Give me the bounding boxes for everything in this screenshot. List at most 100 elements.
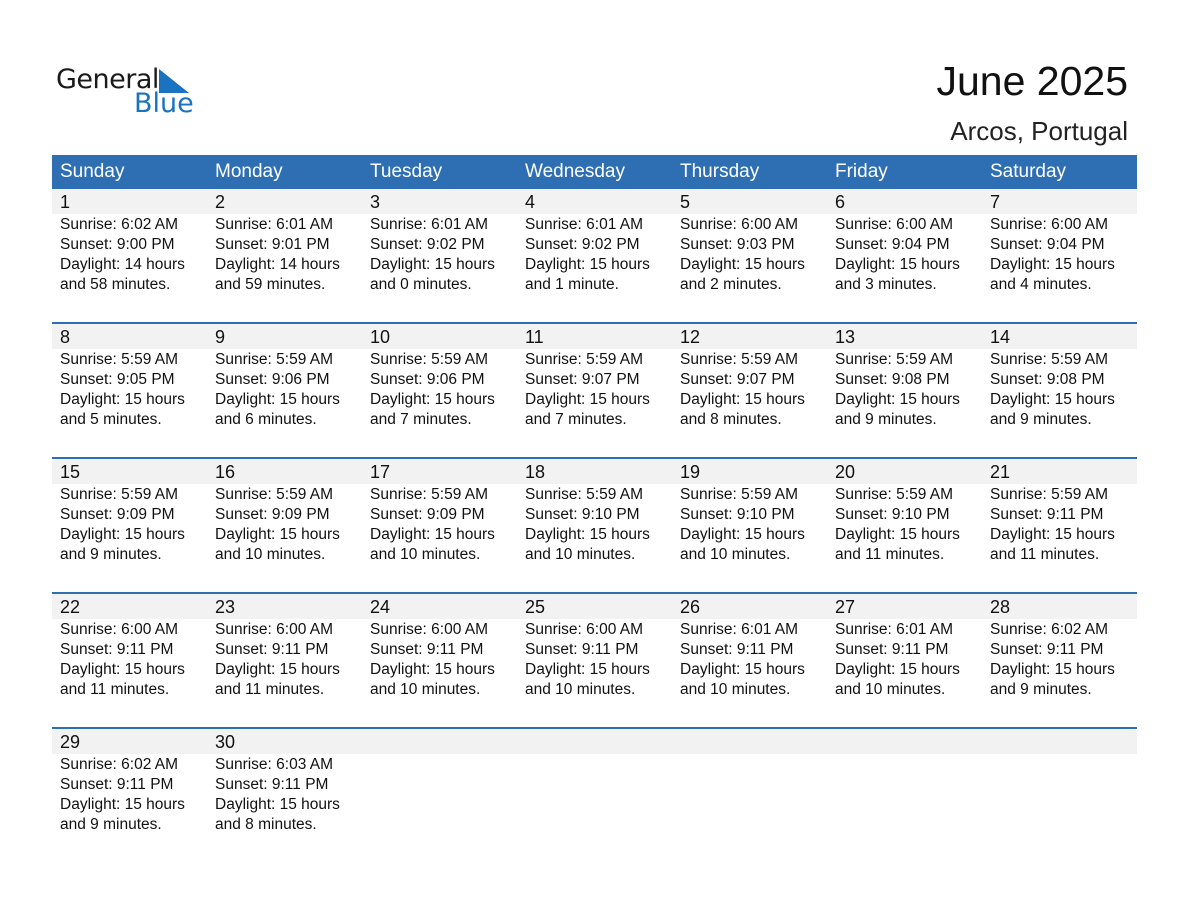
day-number: 2 — [215, 192, 226, 212]
sunset-text: Sunset: 9:11 PM — [215, 776, 329, 793]
day-number-band — [52, 459, 1137, 484]
daylight-text: Daylight: 15 hours — [370, 391, 495, 408]
daylight-text: Daylight: 15 hours — [525, 256, 650, 273]
daylight-text: Daylight: 15 hours — [680, 256, 805, 273]
sunrise-text: Sunrise: 5:59 AM — [370, 486, 489, 503]
sunset-text: Sunset: 9:10 PM — [835, 506, 950, 523]
weekday-sunday: Sunday — [60, 161, 125, 182]
daylight-text: Daylight: 14 hours — [60, 256, 185, 273]
sunrise-text: Sunrise: 6:00 AM — [60, 621, 179, 638]
day-cell: 12 Sunrise: 5:59 AM Sunset: 9:07 PM Dayligh… — [672, 324, 827, 459]
day-cell: 5 Sunrise: 6:00 AM Sunset: 9:03 PM Daylight… — [672, 189, 827, 324]
day-number: 23 — [215, 597, 236, 617]
minutes-text: and 8 minutes. — [215, 816, 317, 833]
day-cell: 25 Sunrise: 6:00 AM Sunset: 9:11 PM Dayligh… — [517, 594, 672, 729]
sunrise-text: Sunrise: 6:00 AM — [835, 216, 954, 233]
sunset-text: Sunset: 9:11 PM — [60, 776, 174, 793]
sunset-text: Sunset: 9:02 PM — [525, 236, 640, 253]
day-number: 21 — [990, 462, 1011, 482]
sunrise-text: Sunrise: 6:01 AM — [680, 621, 799, 638]
sunset-text: Sunset: 9:11 PM — [990, 506, 1104, 523]
sunrise-text: Sunrise: 5:59 AM — [60, 486, 179, 503]
day-cell: 9 Sunrise: 5:59 AM Sunset: 9:06 PM Daylight… — [207, 324, 362, 459]
day-cell: 2 Sunrise: 6:01 AM Sunset: 9:01 PM Daylight… — [207, 189, 362, 324]
sunset-text: Sunset: 9:00 PM — [60, 236, 175, 253]
day-number: 20 — [835, 462, 856, 482]
daylight-text: Daylight: 15 hours — [835, 391, 960, 408]
sunset-text: Sunset: 9:11 PM — [60, 641, 174, 658]
weekday-tuesday: Tuesday — [370, 161, 443, 182]
weekday-header: Sunday Monday Tuesday Wednesday Thursday Frid… — [52, 155, 1137, 189]
sunset-text: Sunset: 9:11 PM — [215, 641, 329, 658]
day-number: 30 — [215, 732, 236, 752]
sunrise-text: Sunrise: 6:01 AM — [835, 621, 954, 638]
daylight-text: Daylight: 15 hours — [215, 796, 340, 813]
day-number: 26 — [680, 597, 701, 617]
day-cell: 16 Sunrise: 5:59 AM Sunset: 9:09 PM Dayligh… — [207, 459, 362, 594]
day-cell: 4 Sunrise: 6:01 AM Sunset: 9:02 PM Daylight… — [517, 189, 672, 324]
daylight-text: Daylight: 15 hours — [680, 526, 805, 543]
minutes-text: and 8 minutes. — [680, 411, 782, 428]
sunset-text: Sunset: 9:06 PM — [370, 371, 485, 388]
sunset-text: Sunset: 9:05 PM — [60, 371, 175, 388]
daylight-text: Daylight: 15 hours — [835, 526, 960, 543]
minutes-text: and 9 minutes. — [60, 546, 162, 563]
daylight-text: Daylight: 14 hours — [215, 256, 340, 273]
sunrise-text: Sunrise: 5:59 AM — [215, 351, 334, 368]
minutes-text: and 10 minutes. — [680, 546, 791, 563]
sunset-text: Sunset: 9:07 PM — [525, 371, 640, 388]
day-number: 4 — [525, 192, 536, 212]
week-row: 15 Sunrise: 5:59 AM Sunset: 9:09 PM Dayligh… — [52, 457, 1137, 594]
day-cell: 7 Sunrise: 6:00 AM Sunset: 9:04 PM Daylight… — [982, 189, 1137, 324]
day-number: 16 — [215, 462, 236, 482]
weekday-thursday: Thursday — [680, 161, 760, 182]
day-cell: 10 Sunrise: 5:59 AM Sunset: 9:06 PM Dayligh… — [362, 324, 517, 459]
sunrise-text: Sunrise: 5:59 AM — [525, 486, 644, 503]
day-cell: 18 Sunrise: 5:59 AM Sunset: 9:10 PM Dayligh… — [517, 459, 672, 594]
day-cell: 17 Sunrise: 5:59 AM Sunset: 9:09 PM Dayligh… — [362, 459, 517, 594]
day-number: 18 — [525, 462, 546, 482]
day-number: 8 — [60, 327, 71, 347]
daylight-text: Daylight: 15 hours — [215, 526, 340, 543]
sunrise-text: Sunrise: 5:59 AM — [60, 351, 179, 368]
sunrise-text: Sunrise: 5:59 AM — [680, 486, 799, 503]
sunrise-text: Sunrise: 6:01 AM — [370, 216, 489, 233]
sunrise-text: Sunrise: 6:00 AM — [990, 216, 1109, 233]
day-number-band — [52, 324, 1137, 349]
minutes-text: and 7 minutes. — [370, 411, 472, 428]
daylight-text: Daylight: 15 hours — [525, 661, 650, 678]
daylight-text: Daylight: 15 hours — [60, 661, 185, 678]
day-number: 11 — [525, 327, 544, 347]
day-number: 17 — [370, 462, 391, 482]
sunrise-text: Sunrise: 5:59 AM — [990, 351, 1109, 368]
weekday-monday: Monday — [215, 161, 283, 182]
day-cell: 22 Sunrise: 6:00 AM Sunset: 9:11 PM Dayligh… — [52, 594, 207, 729]
daylight-text: Daylight: 15 hours — [215, 661, 340, 678]
minutes-text: and 0 minutes. — [370, 276, 472, 293]
day-number: 28 — [990, 597, 1011, 617]
sunrise-text: Sunrise: 6:03 AM — [215, 756, 334, 773]
day-number: 25 — [525, 597, 546, 617]
sunrise-text: Sunrise: 6:02 AM — [990, 621, 1109, 638]
sunset-text: Sunset: 9:09 PM — [370, 506, 485, 523]
week-row: 8 Sunrise: 5:59 AM Sunset: 9:05 PM Daylight… — [52, 322, 1137, 459]
minutes-text: and 58 minutes. — [60, 276, 171, 293]
minutes-text: and 9 minutes. — [990, 681, 1092, 698]
daylight-text: Daylight: 15 hours — [835, 256, 960, 273]
sunrise-text: Sunrise: 6:00 AM — [370, 621, 489, 638]
minutes-text: and 59 minutes. — [215, 276, 326, 293]
day-cell: 23 Sunrise: 6:00 AM Sunset: 9:11 PM Dayligh… — [207, 594, 362, 729]
day-number-band — [52, 189, 1137, 214]
daylight-text: Daylight: 15 hours — [990, 256, 1115, 273]
minutes-text: and 10 minutes. — [680, 681, 791, 698]
logo-triangle-icon — [159, 69, 189, 93]
daylight-text: Daylight: 15 hours — [525, 526, 650, 543]
day-number: 14 — [990, 327, 1011, 347]
day-number: 1 — [60, 192, 71, 212]
day-number: 13 — [835, 327, 856, 347]
logo-word-general: General — [56, 64, 159, 95]
day-number: 15 — [60, 462, 81, 482]
day-number-band — [52, 729, 1137, 754]
minutes-text: and 11 minutes. — [215, 681, 325, 698]
day-number: 12 — [680, 327, 701, 347]
